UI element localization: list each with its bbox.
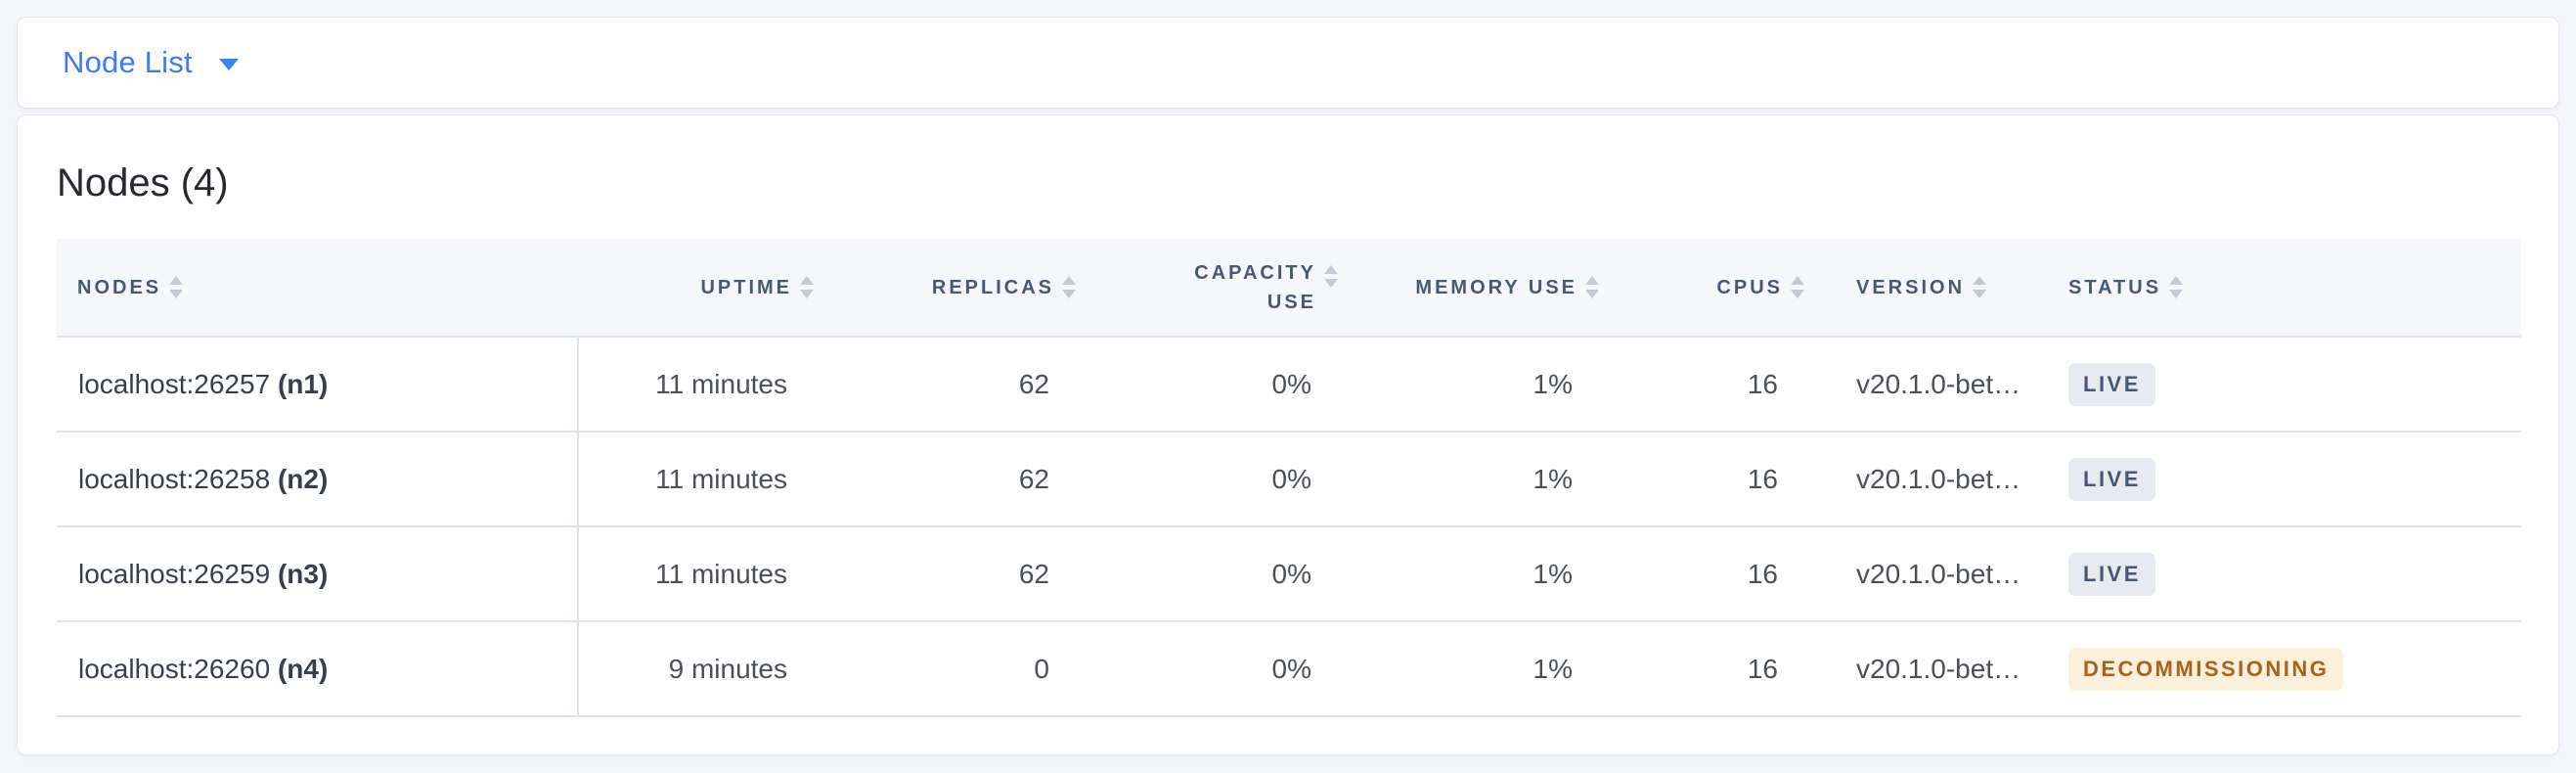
node-list-dropdown-label: Node List — [63, 45, 193, 79]
table-row: localhost:26259 (n3) 11 minutes 62 0% 1%… — [57, 526, 2521, 622]
cpus-cell: 16 — [1605, 432, 1810, 527]
version-cell: v20.1.0-bet… — [1810, 526, 2046, 622]
node-address: localhost:26259 — [78, 558, 271, 589]
uptime-cell: 9 minutes — [578, 621, 820, 717]
column-header-label: Uptime — [700, 276, 792, 298]
column-header-status[interactable]: Status — [2046, 239, 2521, 338]
sort-icon — [1791, 276, 1804, 298]
capacity-use-cell: 0% — [1082, 526, 1344, 622]
column-header-label: Replicas — [931, 276, 1054, 298]
view-selector-bar: Node List — [17, 17, 2559, 109]
memory-use-cell: 1% — [1344, 337, 1605, 432]
table-row: localhost:26260 (n4) 9 minutes 0 0% 1% 1… — [57, 621, 2521, 717]
replicas-cell: 0 — [820, 621, 1082, 717]
column-header-uptime[interactable]: Uptime — [578, 239, 820, 338]
nodes-card: Nodes (4) Nodes — [17, 114, 2559, 755]
node-address: localhost:26257 — [78, 368, 271, 399]
table-header-row: Nodes Uptime Replicas — [57, 239, 2521, 338]
memory-use-cell: 1% — [1344, 432, 1605, 527]
page-title: Nodes (4) — [57, 161, 229, 205]
memory-use-cell: 1% — [1344, 621, 1605, 717]
status-cell: Decommissioning — [2046, 621, 2521, 717]
node-address-cell[interactable]: localhost:26259 (n3) — [57, 526, 579, 622]
node-address-cell[interactable]: localhost:26260 (n4) — [57, 621, 579, 717]
page: Node List Nodes (4) Nodes — [17, 17, 2559, 755]
column-header-label: Status — [2068, 276, 2162, 298]
node-id: (n2) — [277, 463, 329, 494]
status-cell: Live — [2046, 526, 2521, 622]
column-header-version[interactable]: Version — [1810, 239, 2046, 338]
replicas-cell: 62 — [820, 337, 1082, 432]
table-row: localhost:26258 (n2) 11 minutes 62 0% 1%… — [57, 432, 2521, 527]
status-cell: Live — [2046, 432, 2521, 527]
status-badge: Live — [2068, 552, 2155, 596]
sort-icon — [800, 276, 814, 298]
nodes-table: Nodes Uptime Replicas — [57, 239, 2521, 717]
node-address-cell[interactable]: localhost:26258 (n2) — [57, 432, 579, 527]
version-cell: v20.1.0-bet… — [1810, 337, 2046, 432]
capacity-use-cell: 0% — [1082, 621, 1344, 717]
node-address-cell[interactable]: localhost:26257 (n1) — [57, 337, 579, 432]
column-header-label: Memory Use — [1415, 276, 1577, 298]
capacity-use-cell: 0% — [1082, 432, 1344, 527]
column-header-memory-use[interactable]: Memory Use — [1344, 239, 1605, 338]
memory-use-cell: 1% — [1344, 526, 1605, 622]
node-id: (n1) — [277, 368, 329, 399]
node-id: (n4) — [277, 653, 329, 684]
sort-icon — [2169, 276, 2184, 298]
sort-icon — [169, 276, 184, 298]
status-cell: Live — [2046, 337, 2521, 432]
node-id: (n3) — [277, 558, 329, 589]
column-header-cpus[interactable]: CPUs — [1605, 239, 1810, 338]
replicas-cell: 62 — [820, 432, 1082, 527]
column-header-nodes[interactable]: Nodes — [57, 239, 578, 338]
node-list-dropdown[interactable]: Node List — [63, 45, 239, 80]
table-row: localhost:26257 (n1) 11 minutes 62 0% 1%… — [57, 337, 2521, 432]
column-header-capacity-use[interactable]: Capacity Use — [1082, 239, 1344, 338]
uptime-cell: 11 minutes — [578, 526, 820, 622]
replicas-cell: 62 — [820, 526, 1082, 622]
sort-icon — [1973, 276, 1987, 298]
column-header-label: Version — [1856, 276, 1966, 298]
column-header-label: Capacity Use — [1194, 261, 1316, 313]
version-cell: v20.1.0-bet… — [1810, 621, 2046, 717]
version-cell: v20.1.0-bet… — [1810, 432, 2046, 527]
node-address: localhost:26258 — [78, 463, 271, 494]
column-header-label: CPUs — [1716, 276, 1783, 298]
uptime-cell: 11 minutes — [578, 337, 820, 432]
capacity-use-cell: 0% — [1082, 337, 1344, 432]
sort-icon — [1062, 276, 1076, 298]
status-badge: Decommissioning — [2068, 647, 2344, 691]
node-address: localhost:26260 — [78, 653, 271, 684]
sort-icon — [1585, 276, 1599, 298]
cpus-cell: 16 — [1605, 337, 1810, 432]
cpus-cell: 16 — [1605, 621, 1810, 717]
status-badge: Live — [2068, 457, 2155, 501]
status-badge: Live — [2068, 362, 2155, 406]
sort-icon — [1324, 264, 1338, 288]
uptime-cell: 11 minutes — [578, 432, 820, 527]
column-header-label: Nodes — [77, 276, 162, 298]
cpus-cell: 16 — [1605, 526, 1810, 622]
caret-down-icon — [218, 58, 239, 70]
column-header-replicas[interactable]: Replicas — [820, 239, 1082, 338]
